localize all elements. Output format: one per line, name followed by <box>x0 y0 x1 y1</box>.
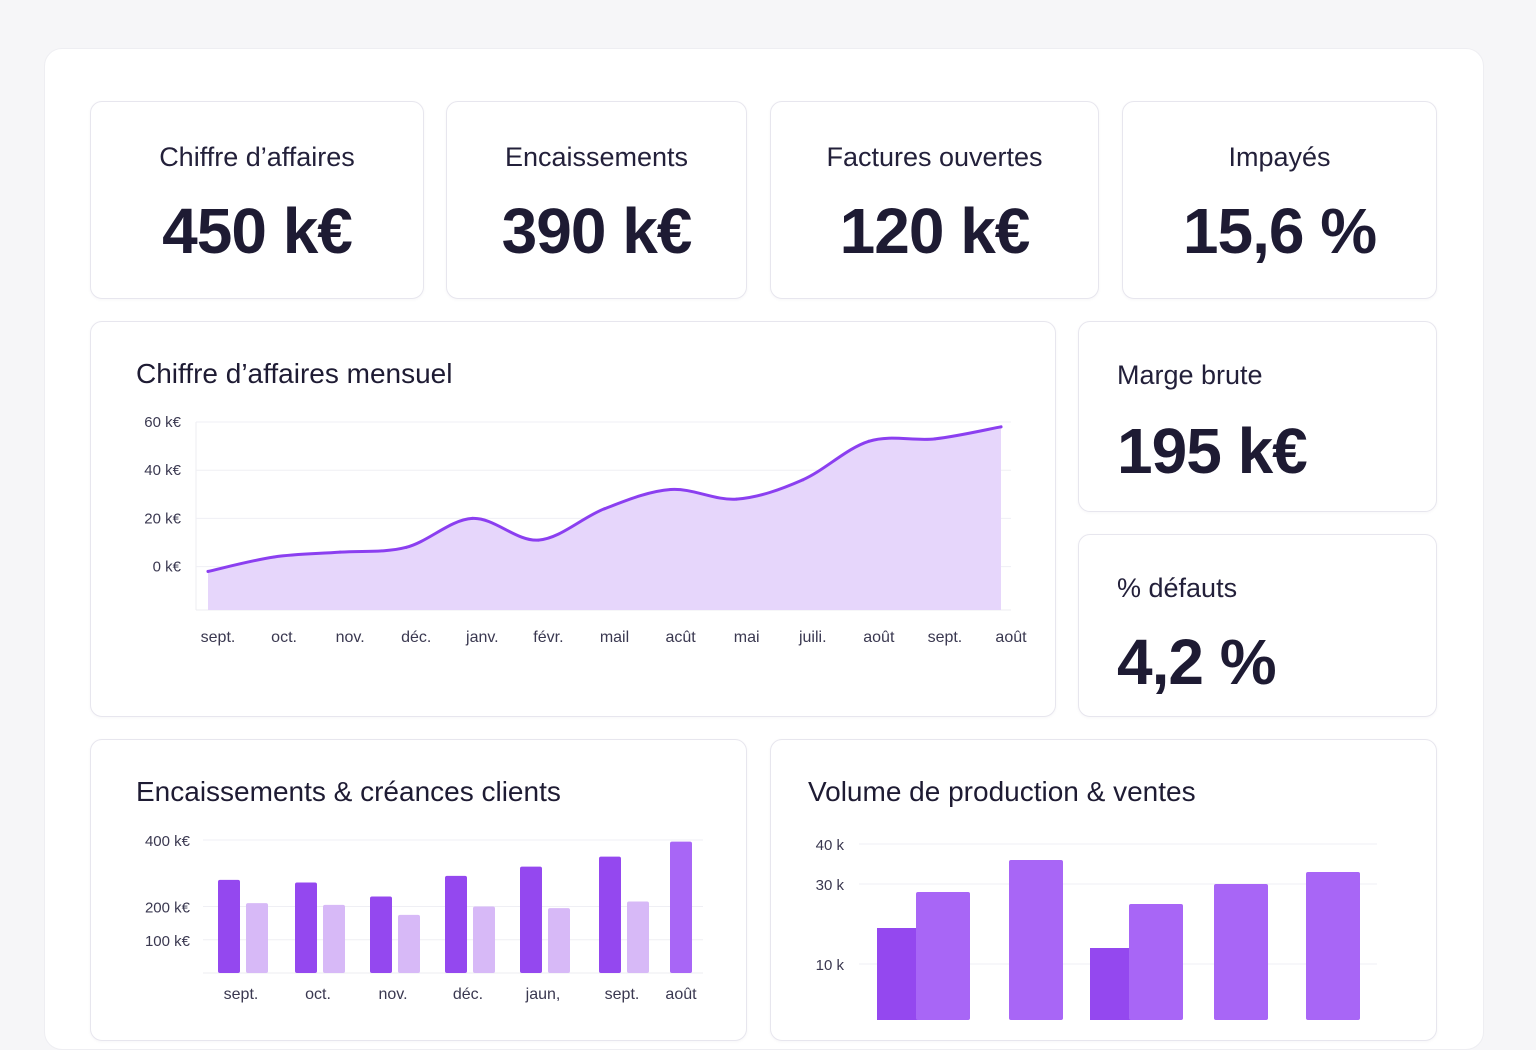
x-tick-label: févr. <box>533 629 563 646</box>
bar-collections <box>670 841 692 973</box>
kpi-value: 390 k€ <box>501 195 693 267</box>
x-tick-label: déc. <box>453 986 483 1003</box>
kpi-label: Factures ouvertes <box>826 142 1043 172</box>
kpi-value: 120 k€ <box>839 195 1031 267</box>
bar-sales <box>1214 884 1268 1020</box>
kpi-value: 15,6 % <box>1182 195 1377 267</box>
y-tick-label: 30 k <box>816 877 845 894</box>
kpi-label: Marge brute <box>1117 360 1263 390</box>
chart-title: Volume de production & ventes <box>808 776 1196 807</box>
bar-collections <box>445 875 467 973</box>
x-tick-label: mai <box>734 629 760 646</box>
bar-collections <box>520 866 542 973</box>
y-tick-label: 400 k€ <box>145 833 191 850</box>
x-tick-label: août <box>995 629 1027 646</box>
kpi-card-gross-margin[interactable]: Marge brute 195 k€ <box>1078 321 1437 512</box>
collections-receivables-chart: 100 k€ 200 k€ 400 k€ sept. oct. nov. déc. jaun,… <box>145 833 703 1003</box>
bar-receivables <box>246 903 268 973</box>
x-tick-label: jaun, <box>525 986 561 1003</box>
data-point <box>669 487 673 491</box>
y-tick-label: 100 k€ <box>145 933 191 950</box>
kpi-card-defects[interactable]: % défauts 4,2 % <box>1078 534 1437 717</box>
data-point <box>999 425 1003 429</box>
bar-collections <box>218 879 240 973</box>
x-tick-label: août <box>863 629 895 646</box>
kpi-label: % défauts <box>1117 573 1238 603</box>
x-tick-label: déc. <box>401 629 431 646</box>
kpi-value: 4,2 % <box>1117 626 1277 698</box>
data-point <box>536 538 540 542</box>
bar-collections <box>370 896 392 973</box>
y-tick-label: 60 k€ <box>144 414 181 431</box>
data-point <box>206 569 210 573</box>
bar-receivables <box>473 906 495 973</box>
bar-sales <box>1009 860 1063 1020</box>
kpi-card-open-invoices[interactable]: Factures ouvertes 120 k€ <box>770 101 1099 299</box>
area-fill <box>208 426 1001 610</box>
x-tick-label: nov. <box>378 986 407 1003</box>
chart-title: Chiffre d’affaires mensuel <box>136 358 453 389</box>
y-tick-label: 40 k <box>816 837 845 854</box>
data-point <box>272 555 276 559</box>
data-point <box>338 550 342 554</box>
data-point <box>470 516 474 520</box>
data-point <box>801 478 805 482</box>
bar-receivables <box>627 901 649 973</box>
kpi-card-unpaid[interactable]: Impayés 15,6 % <box>1122 101 1437 299</box>
x-tick-label: juili. <box>798 629 827 646</box>
bar-sales <box>916 892 970 1020</box>
bar-production <box>1090 948 1132 1020</box>
x-tick-label: sept. <box>201 629 236 646</box>
data-point <box>867 439 871 443</box>
bar-collections <box>295 882 317 973</box>
kpi-label: Encaissements <box>504 142 689 172</box>
y-tick-label: 40 k€ <box>144 462 181 479</box>
chart-title: Encaissements & créances clients <box>136 776 561 807</box>
kpi-label: Impayés <box>1228 142 1331 172</box>
x-tick-label: nov. <box>336 629 365 646</box>
bar-production <box>877 928 919 1020</box>
x-tick-label: août <box>665 986 697 1003</box>
kpi-value: 450 k€ <box>162 195 353 267</box>
data-point <box>933 437 937 441</box>
data-point <box>735 497 739 501</box>
y-tick-label: 20 k€ <box>144 510 181 527</box>
data-point <box>603 507 606 511</box>
x-tick-label: sept. <box>928 629 963 646</box>
x-tick-label: acût <box>665 629 696 646</box>
x-tick-label: janv. <box>465 629 499 646</box>
bar-receivables <box>398 914 420 973</box>
chart-card-production-sales: Volume de production & ventes 10 k 30 k 40… <box>770 739 1437 1041</box>
kpi-value: 195 k€ <box>1117 415 1308 487</box>
y-tick-label: 10 k <box>816 957 845 974</box>
kpi-card-revenue[interactable]: Chiffre d’affaires 450 k€ <box>90 101 424 299</box>
x-tick-label: mail <box>600 629 629 646</box>
production-sales-chart: 10 k 30 k 40 k <box>816 837 1377 1020</box>
y-tick-label: 0 k€ <box>153 559 182 576</box>
bar-sales <box>1129 904 1183 1020</box>
chart-card-monthly-revenue: Chiffre d’affaires mensuel 0 k€ 20 k€ 40 k… <box>90 321 1056 717</box>
kpi-card-collections[interactable]: Encaissements 390 k€ <box>446 101 747 299</box>
bar-receivables <box>548 908 570 973</box>
x-tick-label: oct. <box>305 986 331 1003</box>
x-tick-label: sept. <box>224 986 259 1003</box>
x-tick-label: oct. <box>271 629 297 646</box>
bar-collections <box>599 856 621 973</box>
monthly-revenue-chart: 0 k€ 20 k€ 40 k€ 60 k€ sept. oct. nov. déc. janv… <box>144 414 1027 646</box>
x-tick-label: sept. <box>605 986 640 1003</box>
data-point <box>404 545 408 549</box>
chart-card-collections-receivables: Encaissements & créances clients 100 k€ 2… <box>90 739 747 1041</box>
y-tick-label: 200 k€ <box>145 900 191 917</box>
bar-receivables <box>323 904 345 973</box>
bar-sales <box>1306 872 1360 1020</box>
kpi-label: Chiffre d’affaires <box>159 142 355 172</box>
